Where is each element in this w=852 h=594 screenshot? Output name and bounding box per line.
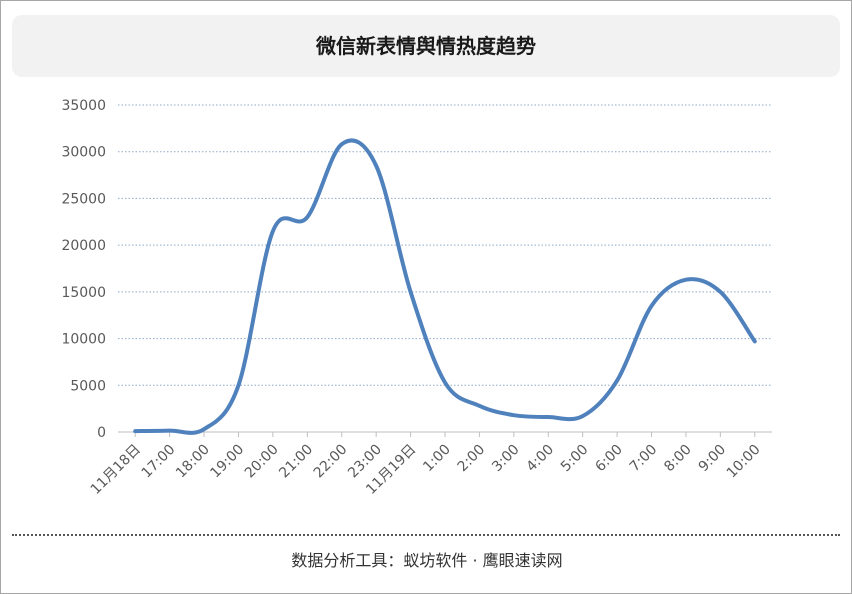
y-tick-label: 25000 [61, 191, 106, 207]
chart-title: 微信新表情舆情热度趋势 [316, 34, 536, 58]
y-tick-label: 20000 [61, 238, 106, 254]
y-tick-label: 35000 [61, 98, 106, 114]
x-tick-label: 1:00 [420, 442, 454, 476]
y-tick-label: 5000 [70, 378, 106, 394]
x-tick-label: 22:00 [311, 442, 351, 482]
y-tick-label: 30000 [61, 145, 106, 161]
x-tick-label: 17:00 [139, 442, 179, 482]
x-tick-label: 3:00 [489, 442, 523, 476]
x-tick-label: 2:00 [455, 442, 489, 476]
footer-divider [12, 534, 840, 536]
x-tick-label: 18:00 [173, 442, 213, 482]
x-tick-label: 6:00 [592, 442, 626, 476]
series-line [133, 138, 757, 435]
x-tick-label: 21:00 [276, 442, 316, 482]
x-tick-label: 11月18日 [88, 442, 144, 498]
line-chart: 0 5000 10000 15000 20000 25000 30000 35000 11月18… [61, 98, 772, 498]
x-tick-label: 5:00 [558, 442, 592, 476]
x-tick-label: 7:00 [627, 442, 661, 476]
y-tick-label: 10000 [61, 332, 106, 348]
y-tick-label: 0 [97, 425, 106, 441]
x-tick-label: 20:00 [242, 442, 282, 482]
footer-source: 数据分析工具：蚁坊软件 · 鹰眼速读网 [291, 551, 563, 570]
x-tick-label: 4:00 [524, 442, 558, 476]
y-tick-label: 15000 [61, 285, 106, 301]
x-tick-label: 8:00 [661, 442, 695, 476]
title-box: 微信新表情舆情热度趋势 [12, 15, 840, 77]
x-tick-label: 10:00 [724, 442, 764, 482]
x-tick-label: 19:00 [207, 442, 247, 482]
